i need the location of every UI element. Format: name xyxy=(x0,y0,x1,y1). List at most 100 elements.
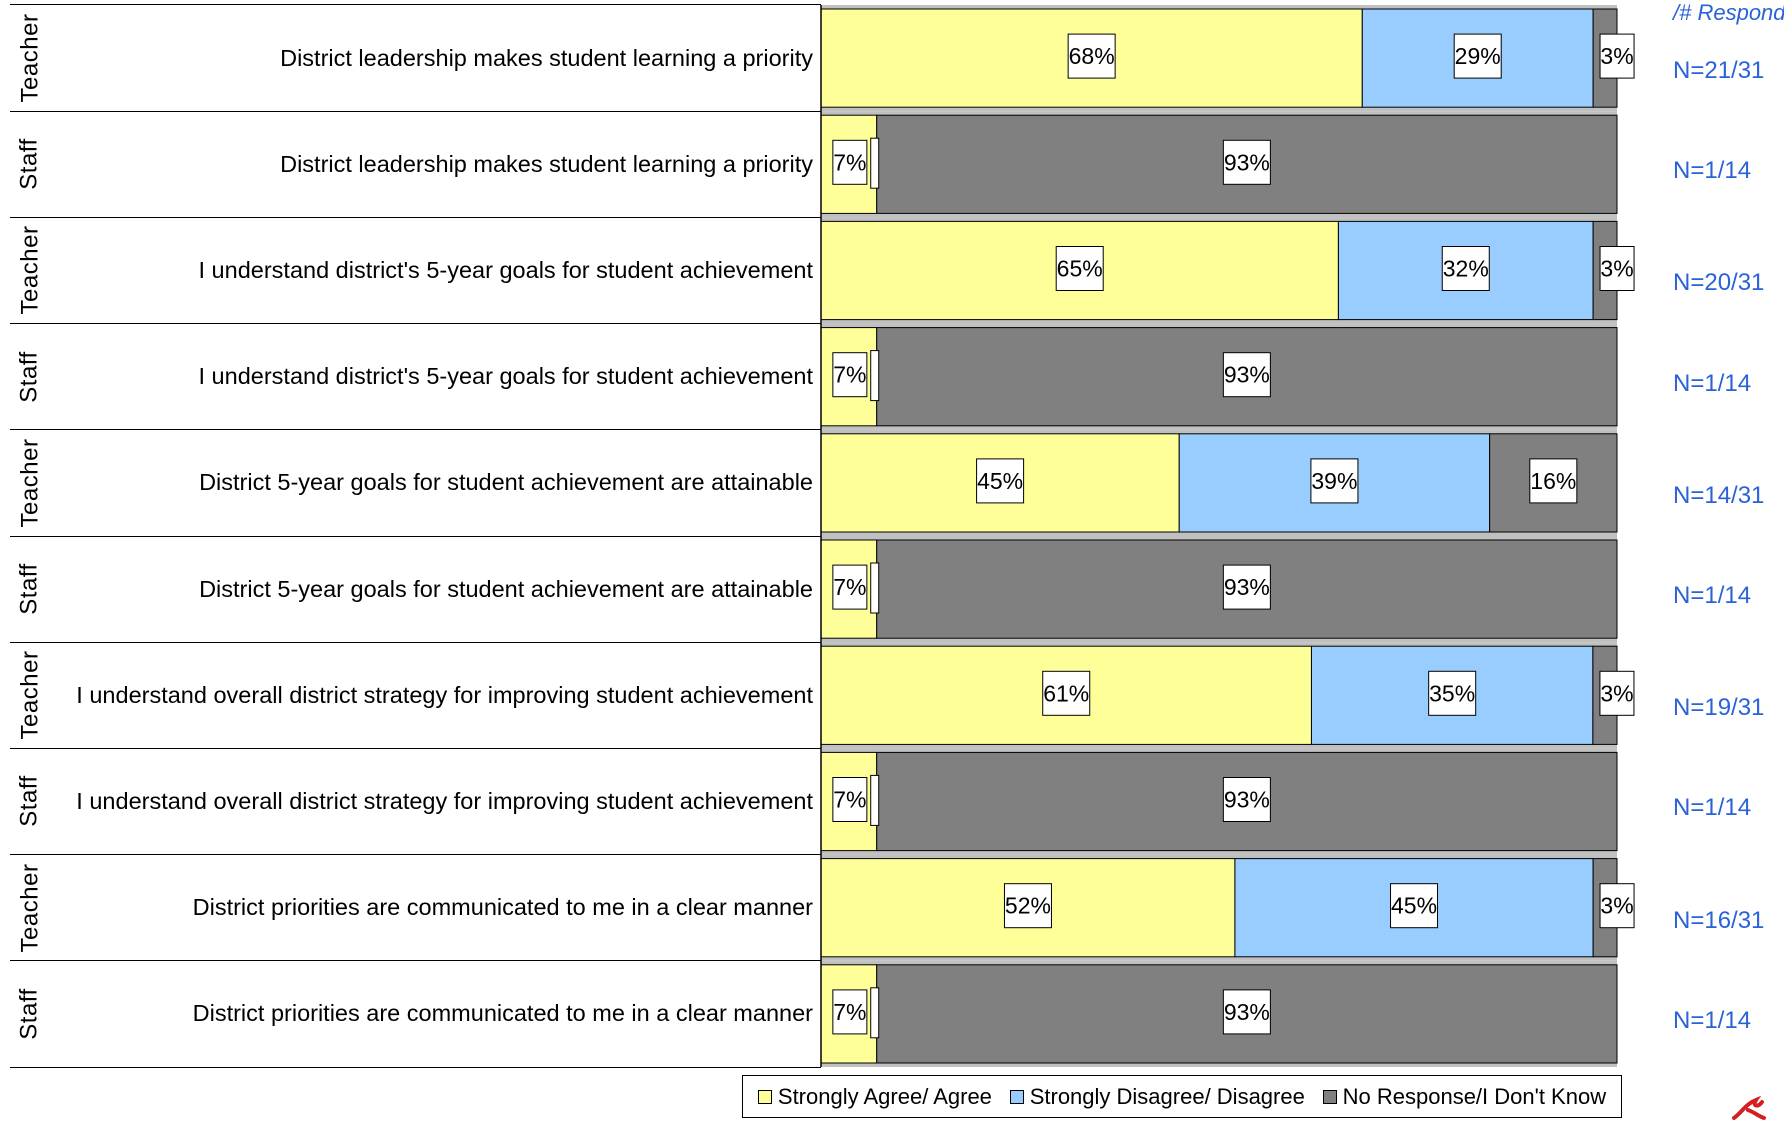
row-separator xyxy=(10,641,821,643)
data-label: 3% xyxy=(1600,893,1633,919)
data-label: 7% xyxy=(833,574,866,600)
data-label-box xyxy=(1222,139,1271,185)
data-label: 65% xyxy=(1057,256,1103,282)
row-question-label: District priorities are communicated to … xyxy=(192,1000,813,1027)
row-separator xyxy=(10,1066,821,1068)
respondent-count-label: N=1/14 xyxy=(1673,794,1752,822)
data-label-box xyxy=(832,564,868,610)
bar-segment-disagree-sliver xyxy=(870,350,880,402)
data-label-box xyxy=(1453,33,1502,79)
row-separator xyxy=(10,323,821,325)
respondent-count-label: N=1/14 xyxy=(1673,157,1752,185)
data-label: 93% xyxy=(1224,999,1270,1025)
data-label: 45% xyxy=(1391,893,1437,919)
legend-item-no-response: No Response/I Don't Know xyxy=(1322,1083,1607,1110)
data-label-box xyxy=(1222,352,1271,398)
data-label-box xyxy=(1003,883,1052,929)
data-label: 39% xyxy=(1311,468,1357,494)
respondents-header: /# Respond xyxy=(1673,0,1784,25)
bar-segment-disagree-sliver xyxy=(870,137,880,189)
legend-label-agree: Strongly Agree/ Agree xyxy=(777,1083,992,1109)
row-question-label: District 5-year goals for student achiev… xyxy=(199,469,813,496)
data-label-box xyxy=(1222,989,1271,1035)
data-label-box xyxy=(1599,33,1635,79)
data-label: 35% xyxy=(1429,680,1475,706)
legend-label-disagree: Strongly Disagree/ Disagree xyxy=(1029,1083,1305,1109)
bar-segment-disagree-sliver xyxy=(870,562,880,614)
top-separator xyxy=(10,4,821,5)
data-label: 29% xyxy=(1455,43,1501,69)
data-label-box xyxy=(1042,670,1091,716)
legend-swatch-agree xyxy=(757,1089,772,1104)
row-separator xyxy=(10,110,821,112)
data-label: 7% xyxy=(833,362,866,388)
data-label: 32% xyxy=(1443,256,1489,282)
data-label-box xyxy=(832,352,868,398)
row-question-label: I understand district's 5-year goals for… xyxy=(198,256,814,283)
respondent-count-label: N=1/14 xyxy=(1673,582,1752,609)
data-label: 3% xyxy=(1600,680,1633,706)
data-label: 3% xyxy=(1600,256,1633,282)
data-label: 3% xyxy=(1600,43,1633,69)
bar-segment-disagree-sliver xyxy=(870,774,880,826)
data-label-box xyxy=(1067,33,1116,79)
respondent-count-label: N=20/31 xyxy=(1673,269,1765,297)
row-separator xyxy=(10,747,821,749)
chart-legend: Strongly Agree/ Agree Strongly Disagree/… xyxy=(742,1075,1622,1118)
data-label-box xyxy=(1599,670,1635,716)
data-label: 93% xyxy=(1224,362,1270,388)
data-label: 45% xyxy=(977,468,1023,494)
red-squiggle-logo-icon xyxy=(1732,1095,1766,1120)
legend-item-agree: Strongly Agree/ Agree xyxy=(757,1083,992,1110)
legend-item-disagree: Strongly Disagree/ Disagree xyxy=(1009,1083,1305,1110)
row-separator xyxy=(10,960,821,962)
data-label-box xyxy=(832,989,868,1035)
data-label-box xyxy=(1222,777,1271,822)
data-label-box xyxy=(976,458,1025,504)
row-question-label: District leadership makes student learni… xyxy=(280,150,813,177)
data-label: 7% xyxy=(833,787,866,813)
data-label: 93% xyxy=(1224,149,1270,175)
data-label-box xyxy=(832,139,868,185)
legend-swatch-disagree xyxy=(1009,1089,1024,1104)
row-separator xyxy=(10,429,821,431)
data-label-box xyxy=(1310,458,1359,504)
row-separator xyxy=(10,216,821,218)
data-label: 68% xyxy=(1069,43,1115,69)
data-label: 93% xyxy=(1224,787,1270,813)
data-label: 7% xyxy=(833,999,866,1025)
data-label-box xyxy=(1390,883,1439,929)
data-label-box xyxy=(1055,246,1104,291)
data-label-box xyxy=(1529,458,1578,504)
respondent-count-label: N=14/31 xyxy=(1673,481,1765,509)
data-label-box xyxy=(1441,246,1490,291)
respondent-count-label: N=16/31 xyxy=(1673,906,1765,934)
data-label: 52% xyxy=(1005,893,1051,919)
data-label-box xyxy=(1599,246,1635,291)
row-question-label: District 5-year goals for student achiev… xyxy=(199,575,813,602)
data-label-box xyxy=(1599,883,1635,929)
legend-swatch-no-response xyxy=(1322,1089,1337,1104)
data-label: 61% xyxy=(1043,680,1089,706)
row-question-label: I understand overall district strategy f… xyxy=(76,681,813,708)
data-label-box xyxy=(832,777,868,822)
row-separator xyxy=(10,535,821,537)
respondent-count-label: N=21/31 xyxy=(1673,57,1765,84)
respondent-count-label: N=1/14 xyxy=(1673,369,1752,397)
respondent-count-label: N=19/31 xyxy=(1673,694,1765,722)
bar-segment-disagree-sliver xyxy=(870,987,880,1039)
data-label-box xyxy=(1428,670,1477,716)
data-label: 7% xyxy=(833,149,866,175)
respondent-count-label: N=1/14 xyxy=(1673,1006,1752,1034)
row-question-label: District priorities are communicated to … xyxy=(192,894,813,921)
row-separator xyxy=(10,854,821,856)
row-question-label: District leadership makes student learni… xyxy=(280,44,813,71)
row-question-label: I understand district's 5-year goals for… xyxy=(198,363,814,390)
data-label: 16% xyxy=(1530,468,1576,494)
data-label: 93% xyxy=(1224,574,1270,600)
row-question-label: I understand overall district strategy f… xyxy=(76,787,813,814)
legend-label-no-response: No Response/I Don't Know xyxy=(1342,1083,1607,1109)
data-label-box xyxy=(1222,564,1271,610)
